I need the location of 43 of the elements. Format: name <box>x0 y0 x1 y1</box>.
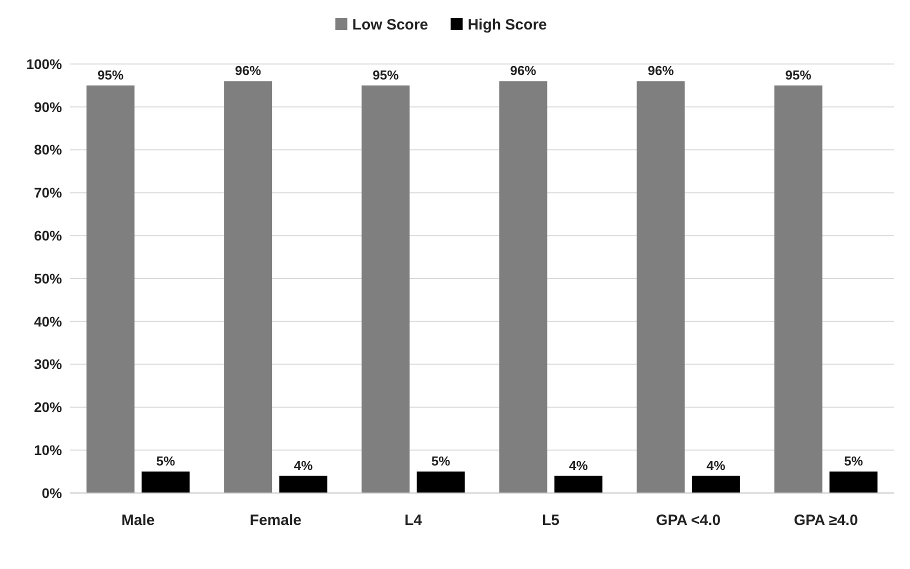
y-tick-label: 30% <box>34 356 63 372</box>
bar <box>829 472 878 493</box>
data-label: 95% <box>97 67 124 82</box>
bar <box>142 472 190 493</box>
bar <box>499 81 548 493</box>
y-tick-label: 40% <box>34 313 63 330</box>
y-tick-label: 20% <box>34 399 63 416</box>
y-tick-label: 100% <box>26 56 63 72</box>
x-tick-label: GPA ≥4.0 <box>794 512 858 529</box>
x-tick-label: GPA <4.0 <box>656 512 721 529</box>
y-tick-label: 60% <box>34 228 63 244</box>
y-tick-label: 0% <box>42 484 63 501</box>
x-tick-label: Male <box>121 512 155 529</box>
bar <box>692 476 740 493</box>
x-tick-label: Female <box>250 512 302 529</box>
y-tick-label: 10% <box>34 442 63 458</box>
data-label: 4% <box>706 458 726 473</box>
bar <box>86 85 135 493</box>
data-label: 5% <box>844 454 864 469</box>
data-label: 4% <box>568 458 588 473</box>
bar <box>224 81 272 493</box>
x-tick-label: L5 <box>542 512 560 529</box>
y-tick-label: 50% <box>34 270 63 286</box>
data-label: 96% <box>235 63 262 78</box>
data-label: 5% <box>431 454 451 469</box>
bar <box>554 476 602 493</box>
data-label: 96% <box>510 63 537 78</box>
data-label: 4% <box>294 458 314 473</box>
y-tick-label: 90% <box>34 98 63 115</box>
legend-label: Low Score <box>352 16 428 34</box>
data-label: 96% <box>648 63 674 78</box>
data-label: 5% <box>156 454 176 469</box>
bar <box>636 81 685 493</box>
bar <box>279 476 328 493</box>
y-tick-label: 70% <box>34 184 63 201</box>
x-tick-label: L4 <box>404 512 423 529</box>
bar <box>416 472 465 493</box>
legend-label: High Score <box>468 16 547 34</box>
bar <box>362 85 410 493</box>
data-label: 95% <box>785 67 812 82</box>
y-tick-label: 80% <box>34 142 63 158</box>
bar <box>774 85 822 493</box>
data-label: 95% <box>372 67 400 82</box>
